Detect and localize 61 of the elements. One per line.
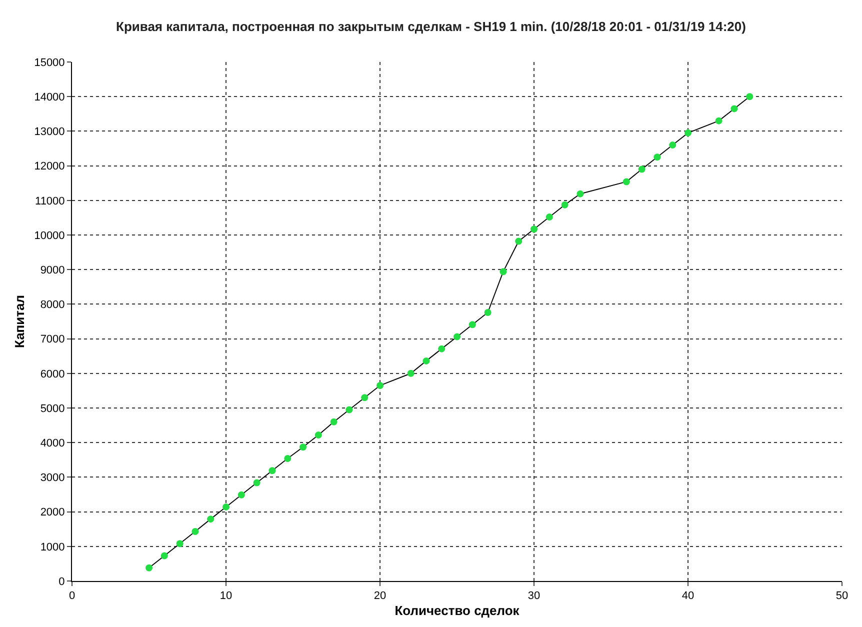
x-tick-label: 40 [682, 590, 694, 602]
point [500, 268, 507, 276]
y-tick-label: 12000 [34, 160, 65, 173]
point [484, 309, 492, 316]
point [160, 552, 168, 560]
point [146, 564, 152, 572]
x-tick-label: 10 [220, 590, 232, 602]
y-tick-label: 5000 [40, 402, 65, 415]
point [407, 370, 414, 377]
x-tick-label: 50 [836, 590, 848, 602]
point [730, 105, 738, 112]
y-tick-label: 1000 [40, 541, 65, 554]
point [238, 491, 245, 498]
y-tick-label: 7000 [40, 334, 65, 346]
x-tick-label: 20 [374, 590, 386, 602]
x-tick-label: 30 [528, 590, 540, 602]
y-tick-label: 13000 [34, 126, 65, 138]
point [454, 333, 460, 340]
y-tick-label: 3000 [40, 472, 65, 484]
point [376, 382, 384, 390]
y-tick-label: 0 [58, 576, 65, 588]
point [176, 540, 184, 548]
point [622, 178, 630, 186]
y-axis-title: Капитал [12, 294, 28, 348]
y-tick-label: 11000 [35, 195, 65, 208]
point [654, 154, 661, 161]
point [468, 321, 476, 328]
point [515, 238, 522, 245]
point [361, 394, 368, 402]
point [284, 455, 292, 462]
x-tick-label: 0 [68, 590, 76, 602]
point [300, 444, 306, 451]
point [268, 467, 276, 474]
point [669, 142, 676, 149]
y-tick-label: 10000 [34, 230, 65, 242]
point [546, 214, 553, 221]
point [684, 129, 692, 136]
y-tick-label: 2000 [40, 506, 65, 519]
point [314, 431, 322, 438]
chart-title: Кривая капитала, построенная по закрытым сделкам - SH19 1 min. (10/28/18 20:01 - 01/31/19 14:20) [116, 19, 746, 34]
y-tick-label: 15000 [34, 56, 65, 69]
y-tick-label: 8000 [40, 299, 65, 312]
point [192, 528, 199, 536]
point [346, 406, 353, 414]
x-axis-title: Количество сделок [394, 602, 520, 618]
point [222, 503, 230, 510]
point [746, 93, 754, 100]
y-tick-label: 14000 [34, 91, 65, 104]
point [638, 166, 646, 173]
y-tick-label: 4000 [40, 437, 65, 450]
y-tick-label: 6000 [40, 368, 65, 380]
point [530, 226, 538, 233]
point [422, 357, 430, 364]
point [561, 201, 568, 208]
point [715, 117, 722, 124]
point [438, 345, 446, 352]
point [576, 190, 584, 198]
point [330, 418, 338, 426]
point [253, 479, 260, 486]
point [207, 516, 214, 523]
y-tick-label: 9000 [40, 264, 65, 276]
